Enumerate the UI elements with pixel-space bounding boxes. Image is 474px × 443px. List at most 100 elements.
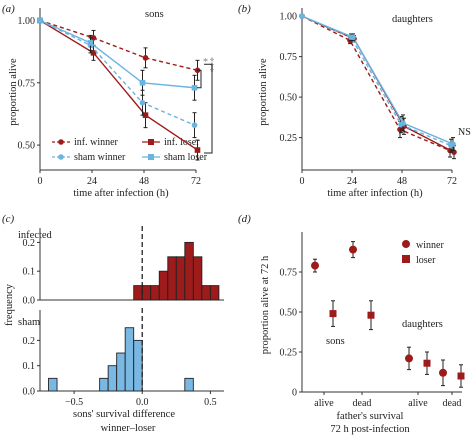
panel-d-ylabel: proportion alive at 72 h [260,255,271,354]
data-point-sham-winner [139,99,146,106]
panel-c: infected sham frequency sons' survival d… [4,226,224,434]
histogram-bar [175,256,186,301]
data-point-loser [423,359,431,367]
y-tick-label: 0.50 [18,141,36,152]
histogram-bar [48,377,58,392]
series-line-inf-winner [39,19,198,71]
y-tick-label: 0.2 [23,238,36,249]
histogram-bar [158,270,169,301]
y-tick-label: 0 [292,388,297,399]
legend: inf. winner inf. loser sham winner sham … [52,137,208,163]
series-line-sham-loser [301,15,454,145]
histogram-bar [184,377,194,392]
series-line-sham-winner [39,19,195,126]
panel-c-ylabel: frequency [4,283,15,326]
histogram-bar [209,285,220,301]
data-point-inf-winner [142,55,149,61]
legend-marker-inf-winner [58,139,64,145]
y-tick-label: 0.0 [23,296,36,307]
x-tick-label: 24 [87,176,97,187]
data-point-sham-loser [450,141,456,147]
x-tick-label: dead [353,398,372,409]
histogram-bar [124,327,135,392]
y-tick-label: 0.75 [18,78,36,89]
data-point-sham-loser [350,34,356,40]
histogram-bar [150,285,160,301]
x-tick-label: −0.5 [65,397,83,408]
histogram-bar [133,285,143,301]
daughters-group-label: daughters [402,319,443,330]
data-point-winner [439,368,447,377]
histogram-bar [116,352,126,392]
y-tick-label: 0.2 [23,336,36,347]
data-point-loser [457,372,465,380]
x-tick-label: 72 [447,176,457,187]
data-point-sham-loser [191,84,198,91]
data-point-sham-loser [87,40,94,46]
panel-b-label: (b) [238,3,251,15]
series-line-inf-loser [39,19,198,151]
y-tick-label: 0.1 [23,267,36,278]
x-tick-label: 0 [300,176,305,187]
data-point-sham-winner [191,122,198,128]
legend-label-inf-loser: inf. loser [164,137,200,148]
legend-marker-winner [402,240,410,248]
ns-label: NS [458,127,471,138]
legend-marker-sham-loser [148,154,154,160]
panel-d-xlabel2: 72 h post-infection [330,424,410,435]
significance-bracket [197,69,202,89]
y-tick-label: 0.50 [280,93,298,104]
infected-label: infected [18,230,53,241]
y-tick-label: 0.0 [23,387,36,398]
significance-bracket [204,63,213,154]
histogram-bar [133,339,143,392]
y-tick-label: 0.75 [280,268,298,279]
legend-marker-loser [402,255,410,263]
data-point-sham-loser [37,17,43,24]
panel-a-xlabel: time after infection (h) [73,188,169,199]
panel-c-label: (c) [2,213,15,225]
y-tick-label: 0.1 [23,361,36,372]
x-tick-label: dead [443,398,462,409]
histogram-bar [167,256,177,301]
legend-label-sham-winner: sham winner [74,152,126,163]
panel-d: proportion alive at 72 h sons daughters … [260,232,465,435]
data-point-sham-loser [400,120,406,126]
x-tick-label: 48 [139,176,149,187]
sig-label-triple-star: *** [209,57,220,72]
data-point-sham-loser [299,13,305,19]
x-tick-label: 24 [347,176,357,187]
x-tick-label: alive [314,398,334,409]
data-point-winner [349,245,357,254]
panel-a: sons time after infection (h) proportion… [8,8,220,199]
sons-group-label: sons [326,336,345,347]
legend-label-winner: winner [416,240,444,251]
data-point-winner [405,354,413,363]
data-point-sham-loser [139,79,146,86]
data-point-inf-loser [90,50,97,56]
legend-label-loser: loser [416,255,436,266]
data-point-loser [329,310,337,318]
x-tick-label: 0 [38,176,43,187]
panel-d-xlabel: father's survival [337,411,404,422]
series-line-inf-winner [301,15,451,152]
data-point-loser [367,311,375,319]
histogram-bar [141,285,152,301]
x-tick-label: alive [408,398,428,409]
legend-marker-sham-winner [58,154,64,160]
x-tick-label: 0.0 [136,397,149,408]
histogram-bar [192,256,203,301]
y-tick-label: 0.75 [280,52,298,63]
histogram-bar [99,377,109,392]
legend-marker-inf-loser [148,139,154,145]
panel-b-ylabel: proportion alive [258,58,269,126]
panel-a-label: (a) [2,3,15,15]
panel-c-xlabel2: winner–loser [101,423,156,434]
histogram-bar [107,365,118,392]
histogram-bar [201,285,211,301]
histogram-bar [184,241,194,301]
y-tick-label: 0.50 [280,308,298,319]
y-tick-label: 0.25 [280,133,298,144]
data-point-inf-loser [142,112,149,118]
